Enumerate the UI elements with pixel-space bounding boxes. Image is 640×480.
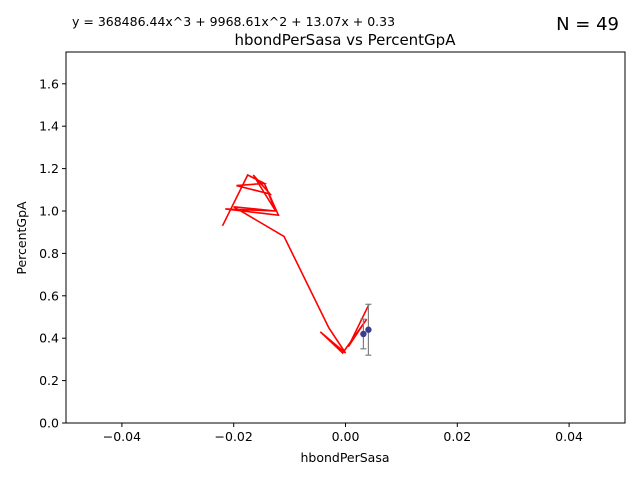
y-tick-label: 0.8	[39, 246, 59, 261]
y-tick-label: 0.2	[39, 373, 59, 388]
y-tick-label: 1.2	[39, 161, 59, 176]
y-axis-ticks: 0.0 0.2 0.4 0.6 0.8 1.0 1.2 1.4 1.6	[39, 76, 66, 431]
y-axis-label: PercentGpA	[14, 201, 29, 275]
x-tick-label: 0.04	[555, 429, 583, 444]
sample-count: N = 49	[556, 14, 619, 35]
fit-line-layer	[221, 173, 370, 355]
y-tick-label: 0.6	[39, 288, 59, 303]
x-tick-label: 0.02	[443, 429, 471, 444]
fit-equation: y = 368486.44x^3 + 9968.61x^2 + 13.07x +…	[72, 14, 395, 29]
y-tick-label: 1.4	[39, 119, 59, 134]
x-tick-label: −0.02	[215, 429, 253, 444]
y-tick-label: 0.4	[39, 331, 59, 346]
y-tick-label: 0.0	[39, 416, 59, 431]
x-axis-ticks: −0.04 −0.02 0.00 0.02 0.04	[103, 423, 583, 444]
data-points-layer	[360, 303, 372, 356]
x-axis-label: hbondPerSasa	[300, 450, 389, 465]
y-tick-label: 1.6	[39, 76, 59, 91]
x-tick-label: 0.00	[332, 429, 360, 444]
plot-background	[66, 52, 625, 423]
data-point	[360, 330, 367, 338]
y-tick-label: 1.0	[39, 204, 59, 219]
fit-line	[221, 173, 370, 355]
chart-title: hbondPerSasa vs PercentGpA	[235, 31, 457, 49]
data-point	[365, 326, 372, 333]
x-tick-label: −0.04	[103, 429, 141, 444]
